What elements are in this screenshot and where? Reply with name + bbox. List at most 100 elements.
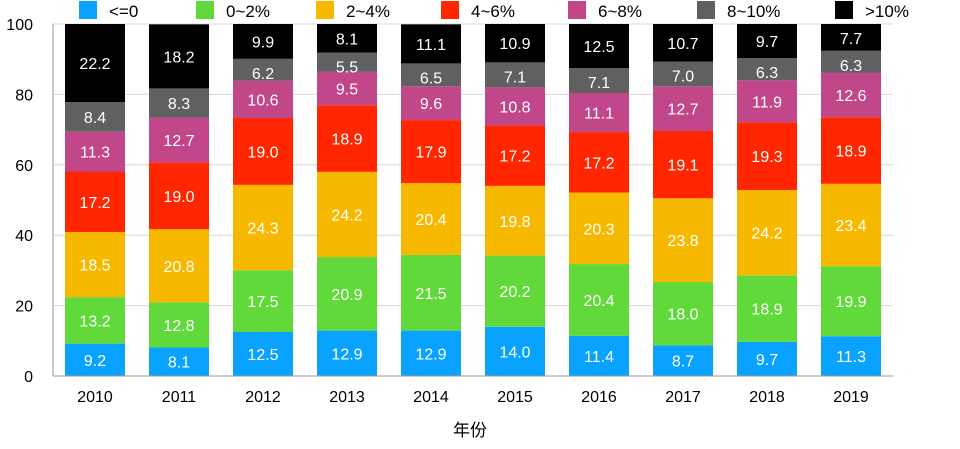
legend-label: 0~2% xyxy=(226,2,270,21)
bar-stack-2013: 12.9 20.9 24.2 18.9 9.5 5.5 8.1 xyxy=(317,24,377,376)
bar-segment xyxy=(401,24,461,64)
bar-segment xyxy=(149,229,209,303)
data-label: 14.0 xyxy=(499,344,530,361)
data-label: 17.2 xyxy=(583,155,614,172)
bar-segment xyxy=(821,72,881,118)
legend-label: 4~6% xyxy=(471,2,515,21)
bar-segment xyxy=(485,24,545,63)
data-label: 19.1 xyxy=(667,158,698,175)
bar-segment xyxy=(149,117,209,163)
data-label: 6.2 xyxy=(252,66,274,83)
bar-segment xyxy=(317,52,377,72)
data-label: 12.8 xyxy=(163,318,194,335)
y-tick-label: 20 xyxy=(15,299,33,316)
bar-segment xyxy=(653,282,713,346)
legend-swatch xyxy=(196,1,214,19)
bar-segment xyxy=(569,132,629,193)
data-label: 19.3 xyxy=(751,149,782,166)
bar-segment xyxy=(65,232,125,298)
bar-segment xyxy=(569,335,629,376)
data-label: 18.2 xyxy=(163,49,194,66)
bar-segment xyxy=(821,24,881,51)
bar-stack-2016: 11.4 20.4 20.3 17.2 11.1 7.1 12.5 xyxy=(569,24,629,376)
bar-segment xyxy=(317,171,377,258)
x-tick-label: 2012 xyxy=(245,389,281,406)
legend-swatch xyxy=(79,1,97,19)
legend-item: 0~2% xyxy=(196,1,270,21)
bar-stack-2018: 9.7 18.9 24.2 19.3 11.9 6.3 9.7 xyxy=(737,24,797,376)
x-tick-label: 2016 xyxy=(581,389,617,406)
data-label: 20.2 xyxy=(499,284,530,301)
bar-segment xyxy=(485,255,545,327)
data-label: 23.4 xyxy=(835,218,866,235)
data-label: 17.2 xyxy=(79,195,110,212)
legend-swatch xyxy=(697,1,715,19)
x-tick-label: 2013 xyxy=(329,389,365,406)
x-tick-label: 2017 xyxy=(665,389,701,406)
y-tick-label: 100 xyxy=(6,17,33,34)
bar-segment xyxy=(65,343,125,376)
data-label: 19.8 xyxy=(499,214,530,231)
bar-segment xyxy=(233,58,293,81)
bar-segment xyxy=(401,254,461,331)
bar-stack-2017: 8.7 18.0 23.8 19.1 12.7 7.0 10.7 xyxy=(653,24,713,376)
data-label: 8.7 xyxy=(672,354,694,371)
x-tick-label: 2018 xyxy=(749,389,785,406)
data-label: 11.1 xyxy=(416,37,446,54)
data-label: 5.5 xyxy=(336,60,358,77)
bar-segment xyxy=(653,24,713,62)
bars: 9.2 13.2 18.5 17.2 11.3 8.4 22.2 8.1 12.8 20.8 19.… xyxy=(65,24,881,376)
legend: <=0 0~2% 2~4% 4~6% 6~8% 8~10% >10% xyxy=(79,1,909,21)
data-label: 12.9 xyxy=(415,346,446,363)
data-label: 10.7 xyxy=(667,36,698,53)
bar-segment xyxy=(653,131,713,199)
bar-stack-2019: 11.3 19.9 23.4 18.9 12.6 6.3 7.7 xyxy=(821,24,881,376)
bar-segment xyxy=(233,117,293,185)
bar-segment xyxy=(485,185,545,256)
y-axis-ticks: 0 20 40 60 80 100 xyxy=(6,17,33,386)
data-label: 18.0 xyxy=(667,307,698,324)
data-label: 12.7 xyxy=(163,133,194,150)
legend-item: <=0 xyxy=(79,1,138,21)
data-label: 7.7 xyxy=(840,31,862,48)
data-label: 11.1 xyxy=(584,106,614,123)
data-label: 6.3 xyxy=(840,58,862,75)
bar-segment xyxy=(821,50,881,73)
data-label: 22.2 xyxy=(79,56,110,73)
data-label: 18.9 xyxy=(751,302,782,319)
data-label: 8.1 xyxy=(168,355,190,372)
bar-segment xyxy=(233,24,293,59)
data-label: 12.5 xyxy=(247,347,278,364)
y-tick-label: 60 xyxy=(15,158,33,175)
data-label: 19.0 xyxy=(247,144,278,161)
data-label: 13.2 xyxy=(79,313,110,330)
bar-segment xyxy=(485,62,545,88)
y-tick-label: 40 xyxy=(15,228,33,245)
bar-segment xyxy=(569,192,629,265)
legend-label: 6~8% xyxy=(598,2,642,21)
data-label: 18.9 xyxy=(835,144,866,161)
data-label: 12.5 xyxy=(583,39,614,56)
bar-segment xyxy=(401,120,461,184)
x-tick-label: 2015 xyxy=(497,389,533,406)
data-label: 20.9 xyxy=(331,287,362,304)
data-label: 17.2 xyxy=(499,149,530,166)
y-tick-label: 80 xyxy=(15,87,33,104)
data-label: 9.6 xyxy=(420,96,442,113)
bar-stack-2010: 9.2 13.2 18.5 17.2 11.3 8.4 22.2 xyxy=(65,24,125,376)
x-axis-ticks: 2010 2011 2012 2013 2014 2015 2016 2017 2018 2019 xyxy=(77,389,869,406)
legend-label: >10% xyxy=(865,2,909,21)
legend-swatch xyxy=(835,1,853,19)
bar-segment xyxy=(821,183,881,267)
data-label: 12.9 xyxy=(331,346,362,363)
legend-item: 8~10% xyxy=(697,1,780,21)
bar-segment xyxy=(317,24,377,53)
bar-stack-2012: 12.5 17.5 24.3 19.0 10.6 6.2 9.9 xyxy=(233,24,293,376)
data-label: 10.8 xyxy=(499,99,530,116)
bar-segment xyxy=(821,336,881,376)
bar-segment xyxy=(65,24,125,103)
bar-segment xyxy=(569,92,629,133)
data-label: 24.2 xyxy=(331,207,362,224)
bar-segment xyxy=(737,341,797,376)
